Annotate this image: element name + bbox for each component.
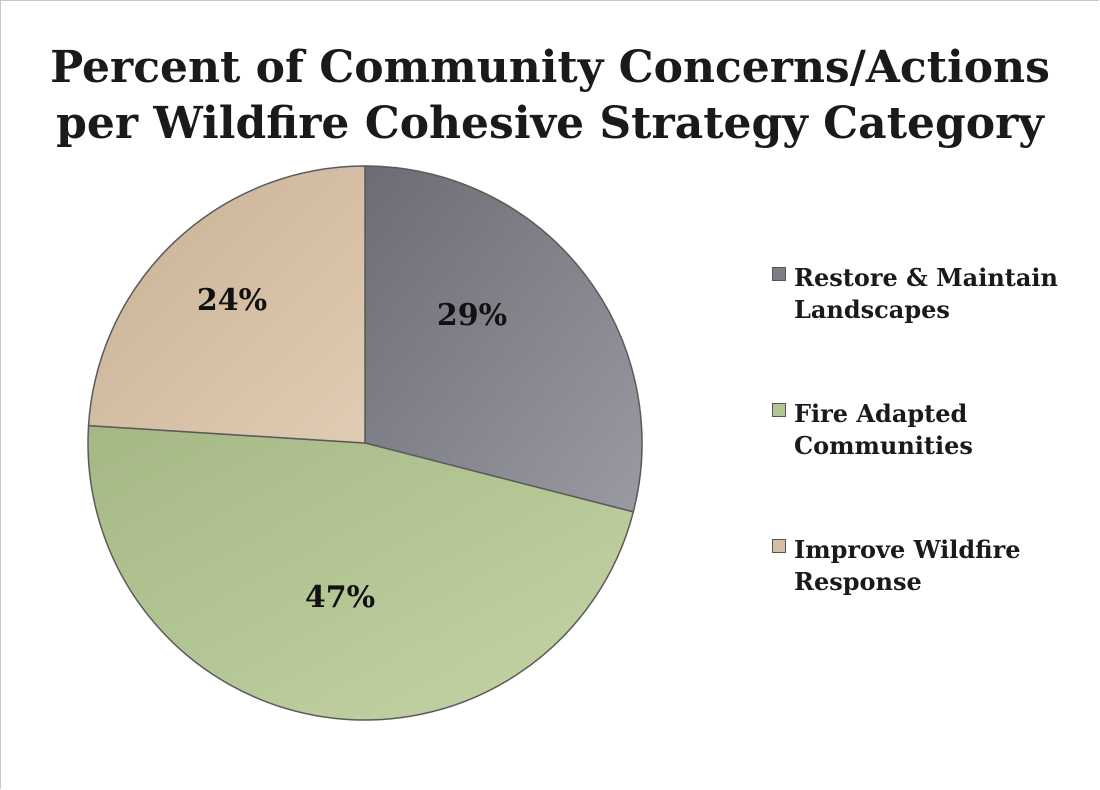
- legend-label-improve-response-line-1: Improve Wildfire: [794, 535, 1021, 564]
- data-label-fire-adapted: 47%: [305, 580, 375, 615]
- legend-label-improve-response: Improve Wildfire Response: [794, 534, 1094, 598]
- legend-label-restore: Restore & Maintain Landscapes: [794, 262, 1094, 326]
- pie-slice-improve-response: [87, 165, 366, 444]
- data-label-restore: 29%: [437, 298, 507, 333]
- chart-title: Percent of Community Concerns/Actions pe…: [0, 40, 1100, 152]
- pie-slice-restore: [364, 165, 643, 513]
- legend-label-restore-line-2: Landscapes: [794, 295, 950, 324]
- pie-slice-fire-adapted: [87, 424, 635, 721]
- chart-title-line-2: per Wildfire Cohesive Strategy Category: [56, 98, 1044, 149]
- legend-label-fire-adapted-line-2: Communities: [794, 431, 973, 460]
- data-label-improve-response: 24%: [197, 283, 267, 318]
- legend-label-fire-adapted-line-1: Fire Adapted: [794, 399, 968, 428]
- legend-swatch-improve-response: [772, 539, 786, 553]
- legend-label-improve-response-line-2: Response: [794, 567, 922, 596]
- legend-swatch-restore: [772, 267, 786, 281]
- legend-swatch-fire-adapted: [772, 403, 786, 417]
- legend-label-restore-line-1: Restore & Maintain: [794, 263, 1058, 292]
- chart-title-line-1: Percent of Community Concerns/Actions: [50, 42, 1050, 93]
- legend-label-fire-adapted: Fire Adapted Communities: [794, 398, 1094, 462]
